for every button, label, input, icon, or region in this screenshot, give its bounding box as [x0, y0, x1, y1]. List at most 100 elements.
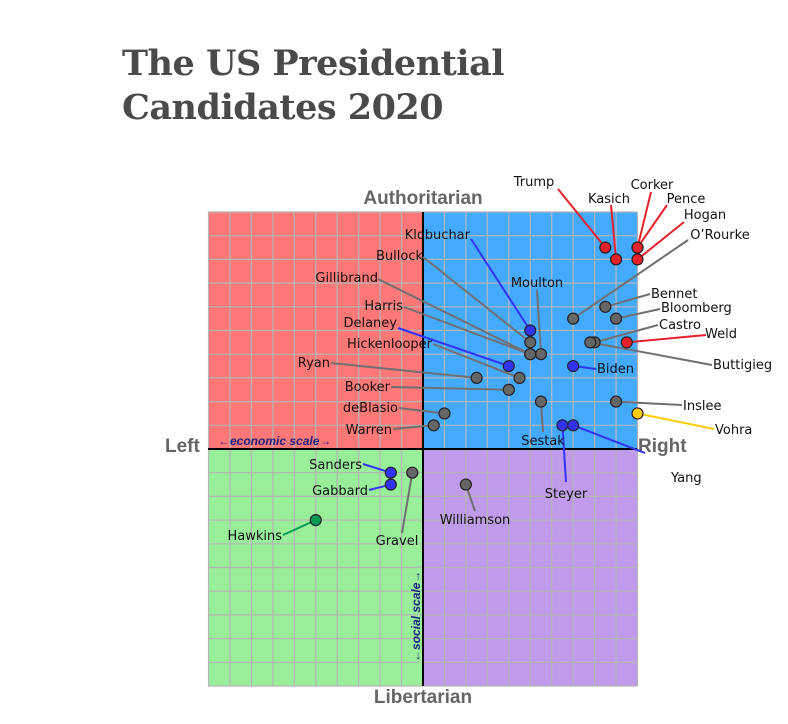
label-sanders: Sanders — [309, 458, 362, 473]
leader-line-kasich — [610, 204, 618, 260]
label-ryan: Ryan — [298, 356, 330, 371]
label-deblasio: deBlasio — [343, 401, 398, 416]
label-castro: Castro — [659, 318, 701, 333]
label-gillibrand: Gillibrand — [315, 271, 378, 286]
label-sestak: Sestak — [521, 434, 565, 449]
leader-line-steyer — [561, 425, 567, 483]
leader-line-gillibrand — [377, 278, 531, 356]
social-scale-label: ←social scale→ — [409, 571, 423, 662]
label-gravel: Gravel — [376, 534, 419, 549]
point-pence — [631, 241, 644, 254]
leader-line-hickenlooper — [432, 343, 520, 379]
point-bloomberg — [609, 312, 623, 325]
leader-line-trump — [557, 188, 607, 249]
label-harris: Harris — [364, 299, 403, 314]
point-hickenlooper — [513, 371, 526, 384]
economic-scale-label: ←economic scale→ — [218, 434, 331, 448]
leader-line-booker — [390, 386, 509, 391]
point-hogan — [631, 253, 644, 266]
leader-line-buttigieg — [590, 341, 713, 366]
point-kasich — [609, 253, 623, 266]
label-hawkins: Hawkins — [227, 529, 282, 544]
label-steyer: Steyer — [545, 487, 588, 502]
label-booker: Booker — [345, 380, 391, 395]
leader-line-vohra — [637, 412, 715, 430]
point-klobuchar — [524, 324, 537, 337]
label-inslee: Inslee — [683, 399, 721, 414]
label-bennet: Bennet — [651, 287, 698, 302]
label-trump: Trump — [513, 175, 555, 190]
point-weld — [620, 336, 633, 349]
axis-label-bottom: Libertarian — [374, 687, 472, 708]
label-williamson: Williamson — [440, 513, 511, 528]
point-bennet — [599, 300, 612, 313]
label-weld: Weld — [705, 327, 737, 342]
label-bloomberg: Bloomberg — [661, 301, 732, 316]
leader-line-orourke — [572, 239, 689, 320]
leader-line-weld — [626, 334, 707, 344]
leader-line-deblasio — [398, 407, 445, 415]
point-vohra — [631, 407, 644, 420]
leader-line-warren — [392, 424, 434, 430]
leader-line-bloomberg — [615, 308, 661, 320]
axis-label-right: Right — [638, 436, 687, 457]
leader-line-delaney — [397, 327, 510, 367]
label-gabbard: Gabbard — [312, 484, 368, 499]
label-pence: Pence — [667, 192, 706, 207]
axis-label-left: Left — [165, 436, 201, 457]
point-gabbard — [384, 478, 397, 491]
point-buttigieg — [584, 336, 597, 349]
leader-line-ryan — [330, 362, 477, 379]
leader-line-harris — [403, 306, 531, 356]
point-hawkins — [309, 513, 322, 527]
title-line-1: The US Presidential — [122, 43, 505, 84]
leader-line-pence — [636, 204, 668, 249]
point-sestak — [534, 395, 548, 408]
point-williamson — [459, 478, 472, 491]
label-yang: Yang — [670, 471, 702, 486]
leader-line-inslee — [615, 400, 683, 406]
leader-line-castro — [594, 324, 659, 344]
label-corker: Corker — [631, 178, 674, 193]
label-warren: Warren — [346, 423, 392, 438]
point-trump — [599, 241, 612, 254]
label-delaney: Delaney — [343, 316, 397, 331]
point-booker — [502, 383, 515, 396]
point-harris — [524, 348, 537, 361]
leader-line-moulton — [536, 289, 542, 355]
label-biden: Biden — [597, 362, 634, 377]
label-buttigieg: Buttigieg — [713, 358, 772, 373]
point-yang — [567, 419, 580, 432]
leader-line-klobuchar — [470, 238, 532, 332]
label-hickenlooper: Hickenlooper — [347, 337, 433, 352]
label-klobuchar: Klobuchar — [405, 228, 471, 243]
label-kasich: Kasich — [588, 192, 630, 207]
label-orourke: O’Rourke — [690, 228, 749, 243]
label-vohra: Vohra — [715, 423, 752, 438]
point-warren — [427, 419, 440, 432]
leader-line-bullock — [422, 256, 531, 344]
axis-label-top: Authoritarian — [363, 188, 482, 209]
point-orourke — [567, 312, 580, 325]
point-deblasio — [438, 407, 451, 420]
label-bullock: Bullock — [376, 249, 423, 264]
point-delaney — [502, 359, 515, 373]
point-biden — [567, 359, 580, 373]
leader-line-corker — [636, 191, 652, 248]
point-ryan — [470, 371, 483, 384]
page-title: The US Presidential Candidates 2020 — [122, 42, 505, 130]
leader-line-hogan — [636, 221, 685, 261]
label-hogan: Hogan — [684, 208, 726, 223]
label-moulton: Moulton — [511, 276, 563, 291]
point-moulton — [534, 348, 548, 361]
leader-line-gravel — [401, 472, 414, 534]
leader-line-bennet — [605, 293, 651, 308]
title-line-2: Candidates 2020 — [122, 87, 444, 128]
leader-line-yang — [572, 424, 646, 454]
point-inslee — [609, 395, 623, 408]
point-steyer — [556, 419, 569, 432]
point-sanders — [384, 466, 397, 479]
point-bullock — [524, 336, 537, 349]
point-gravel — [406, 466, 419, 479]
